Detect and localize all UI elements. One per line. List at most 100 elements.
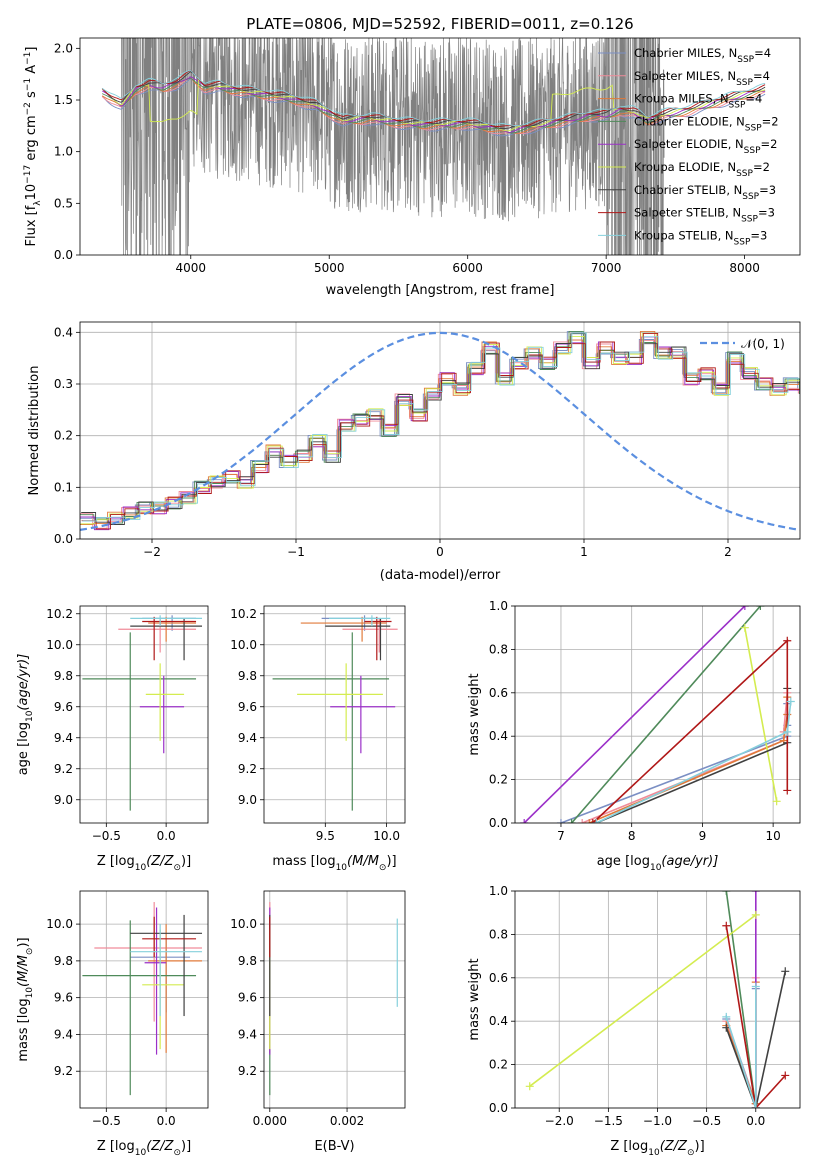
y-axis-label-part: s [24, 91, 39, 102]
weight-marker [783, 727, 792, 736]
x-axis-label-part: 10 [650, 863, 662, 873]
y-tick-label: 0.6 [489, 686, 508, 700]
y-tick-label: 9.0 [238, 793, 257, 807]
y-tick-label: 0.3 [54, 377, 73, 391]
weight-marker [556, 819, 565, 823]
weight-line-salpeter-stelib [592, 638, 789, 823]
weight-marker [783, 636, 792, 645]
legend-label-part: =2 [753, 160, 770, 174]
weight-marker [751, 891, 760, 895]
y-tick-label: 9.6 [238, 991, 257, 1005]
x-axis-label-part: (M/M [347, 854, 379, 869]
weight-marker [751, 910, 760, 919]
x-axis-label-part: (Z/Z [146, 854, 174, 869]
y-axis-label-part: (age/yr)] [16, 654, 31, 711]
y-tick-label: 0.2 [489, 1058, 508, 1072]
weight-line-salpeter-stelib [725, 925, 786, 1108]
y-tick-label: 1.0 [489, 599, 508, 613]
y-axis-label-part: −2 [23, 102, 33, 115]
weight-marker [722, 921, 731, 930]
y-tick-label: 0.4 [489, 1014, 508, 1028]
legend-label-part: Kroupa STELIB, N [634, 228, 734, 242]
legend-label: Chabrier STELIB, NSSP=3 [634, 183, 776, 202]
figure-title: PLATE=0806, MJD=52592, FIBERID=0011, z=0… [246, 15, 633, 33]
x-axis-label-part: Z [log [610, 1139, 648, 1154]
y-axis-label: mass [log10(M/M⊙)] [16, 937, 35, 1061]
x-tick-label: 7 [557, 829, 565, 843]
legend-label-part: Kroupa ELODIE, N [634, 160, 736, 174]
x-axis-label-part: 10 [135, 1148, 147, 1158]
legend-label-part: Chabrier STELIB, N [634, 183, 742, 197]
histogram-chabrier-miles [80, 331, 800, 521]
y-axis-label-part: Flux [f [24, 205, 39, 246]
y-tick-label: 1.0 [489, 884, 508, 898]
legend-label: Salpeter MILES, NSSP=4 [634, 69, 770, 88]
axes-frame [263, 890, 406, 1109]
mass-vs-z-panel: −0.5 0.09.29.49.69.810.0Z [log10(Z/Z⊙)]ma… [16, 890, 209, 1158]
x-tick-label: −0.5 [92, 829, 121, 843]
y-axis-label-part: mass [log [16, 998, 31, 1061]
x-tick-label: 7000 [591, 261, 622, 275]
x-axis-label-part: )] [386, 854, 396, 869]
x-tick-label: 0.0 [157, 829, 176, 843]
legend-label-part: SSP [742, 192, 759, 202]
histogram-kroupa-miles [80, 330, 800, 525]
weight-line-chabrier-stelib [725, 971, 787, 1108]
y-tick-label: 9.2 [238, 1064, 257, 1078]
legend-label-part: =4 [745, 92, 762, 106]
y-tick-label: 9.2 [54, 1064, 73, 1078]
y-tick-label: 0.4 [54, 325, 73, 339]
axes-frame [263, 605, 406, 824]
x-tick-label: 8000 [729, 261, 760, 275]
y-tick-label: 0.1 [54, 480, 73, 494]
x-tick-label: 5000 [314, 261, 345, 275]
x-axis-label: Z [log10(Z/Z⊙)] [610, 1139, 704, 1158]
x-axis-label-part: (age/yr)] [661, 854, 718, 869]
y-tick-label: 0.4 [489, 729, 508, 743]
weight-marker [740, 623, 749, 632]
x-axis-label-part: ⊙ [173, 1148, 181, 1158]
y-tick-label: 2.0 [54, 41, 73, 55]
y-tick-label: 9.8 [54, 954, 73, 968]
legend-label-part: SSP [741, 215, 758, 225]
plot-area [269, 902, 398, 1096]
x-tick-label: 4000 [175, 261, 206, 275]
legend-label: Chabrier MILES, NSSP=4 [634, 46, 771, 65]
x-tick-label: 0 [436, 545, 444, 559]
weight-marker [772, 797, 781, 806]
y-axis-label-part: )] [16, 937, 31, 947]
weight-line-chabrier-elodie [725, 891, 757, 1108]
x-axis-label-part: ⊙ [173, 863, 181, 873]
x-tick-label: 10.0 [373, 829, 400, 843]
y-tick-label: 9.2 [54, 762, 73, 776]
legend-label-part: SSP [745, 123, 762, 133]
mass-vs-ebv-panel: 0.000 0.002 9.2 9.4 9.6 9.8 10.0 E(B-V) [230, 890, 406, 1154]
x-axis-label-part: (Z/Z [660, 1139, 688, 1154]
x-axis-label-part: mass [log [272, 854, 335, 869]
weight-marker [751, 1104, 760, 1108]
axes-frame [79, 605, 209, 824]
x-tick-label: −1 [287, 545, 305, 559]
legend-label-part: =4 [754, 46, 771, 60]
legend-label-part: SSP [729, 101, 746, 111]
histogram-chabrier-elodie [80, 331, 800, 524]
y-axis-label-part: A [24, 65, 39, 78]
weight-marker [567, 819, 576, 823]
x-axis-label: wavelength [Angstrom, rest frame] [326, 283, 555, 298]
y-tick-label: 9.8 [54, 669, 73, 683]
x-axis-label: E(B-V) [314, 1139, 354, 1154]
y-tick-label: 9.6 [54, 991, 73, 1005]
y-axis-label-part: (M/M [16, 955, 31, 987]
y-axis-label-part: erg cm [24, 115, 39, 164]
weight-line-chabrier-elodie [570, 606, 762, 823]
legend-label: Kroupa MILES, NSSP=4 [634, 92, 762, 111]
y-axis-label-part: −1 [23, 52, 33, 65]
weight-marker [578, 819, 587, 823]
y-axis-label: age [log10(age/yr)] [16, 654, 35, 776]
model-line-chabrier-miles [101, 78, 766, 137]
x-axis-label-part: (Z/Z [146, 1139, 174, 1154]
y-tick-label: 9.6 [238, 700, 257, 714]
y-tick-label: 9.4 [238, 1027, 257, 1041]
y-tick-label: 10.0 [230, 638, 257, 652]
x-axis-label: Z [log10(Z/Z⊙)] [97, 854, 191, 873]
